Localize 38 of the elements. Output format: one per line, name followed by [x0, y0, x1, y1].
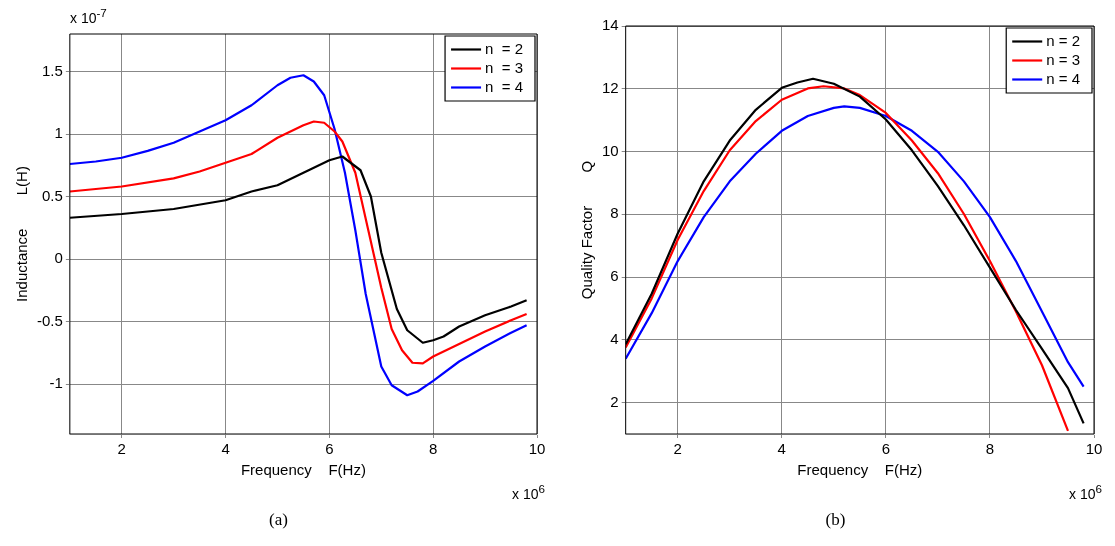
- x-tick-label: 4: [777, 440, 786, 458]
- y-tick-label: 12: [602, 78, 619, 96]
- x-tick-label: 8: [985, 440, 995, 458]
- x-axis-title: Frequency F(Hz): [797, 461, 923, 479]
- x-tick-label: 6: [325, 440, 334, 458]
- legend-label: n = 4: [485, 77, 524, 95]
- text: x 10$^{-7}$: [70, 6, 107, 26]
- x-axis-title: Frequency F(Hz): [240, 461, 366, 479]
- y-tick-label: 14: [602, 16, 619, 34]
- text: (b): [824, 510, 847, 530]
- y-tick-label: 6: [610, 267, 619, 285]
- legend-label: n = 2: [1046, 31, 1080, 49]
- legend-label: n = 4: [1046, 69, 1080, 87]
- legend-label: n = 3: [1046, 50, 1080, 68]
- text: x 10$^{6}$: [1069, 482, 1102, 502]
- y-axis-title: Quality Factor Q: [578, 160, 596, 300]
- text: (a): [268, 510, 289, 530]
- x-tick-label: 10: [1085, 440, 1103, 458]
- y-tick-label: 0.5: [41, 186, 63, 204]
- y-tick-label: 0: [54, 249, 63, 267]
- x-tick-label: 4: [221, 440, 230, 458]
- y-axis-title: Inductance L(H): [13, 166, 31, 302]
- x-tick-label: 10: [528, 440, 546, 458]
- legend-label: n = 3: [485, 58, 524, 76]
- y-tick-label: 2: [610, 392, 619, 410]
- legend-label: n = 2: [485, 39, 524, 57]
- x-tick-label: 2: [117, 440, 126, 458]
- y-tick-label: 8: [610, 204, 619, 222]
- y-tick-label: 4: [610, 329, 619, 347]
- x-tick-label: 2: [673, 440, 682, 458]
- y-tick-label: -0.5: [36, 311, 63, 329]
- text: x 10$^{6}$: [512, 482, 545, 502]
- y-tick-label: 1.5: [41, 61, 63, 79]
- y-tick-label: 10: [602, 141, 619, 159]
- x-tick-label: 6: [881, 440, 891, 458]
- y-tick-label: -1: [49, 374, 63, 392]
- y-tick-label: 1: [54, 124, 63, 142]
- x-tick-label: 8: [429, 440, 438, 458]
